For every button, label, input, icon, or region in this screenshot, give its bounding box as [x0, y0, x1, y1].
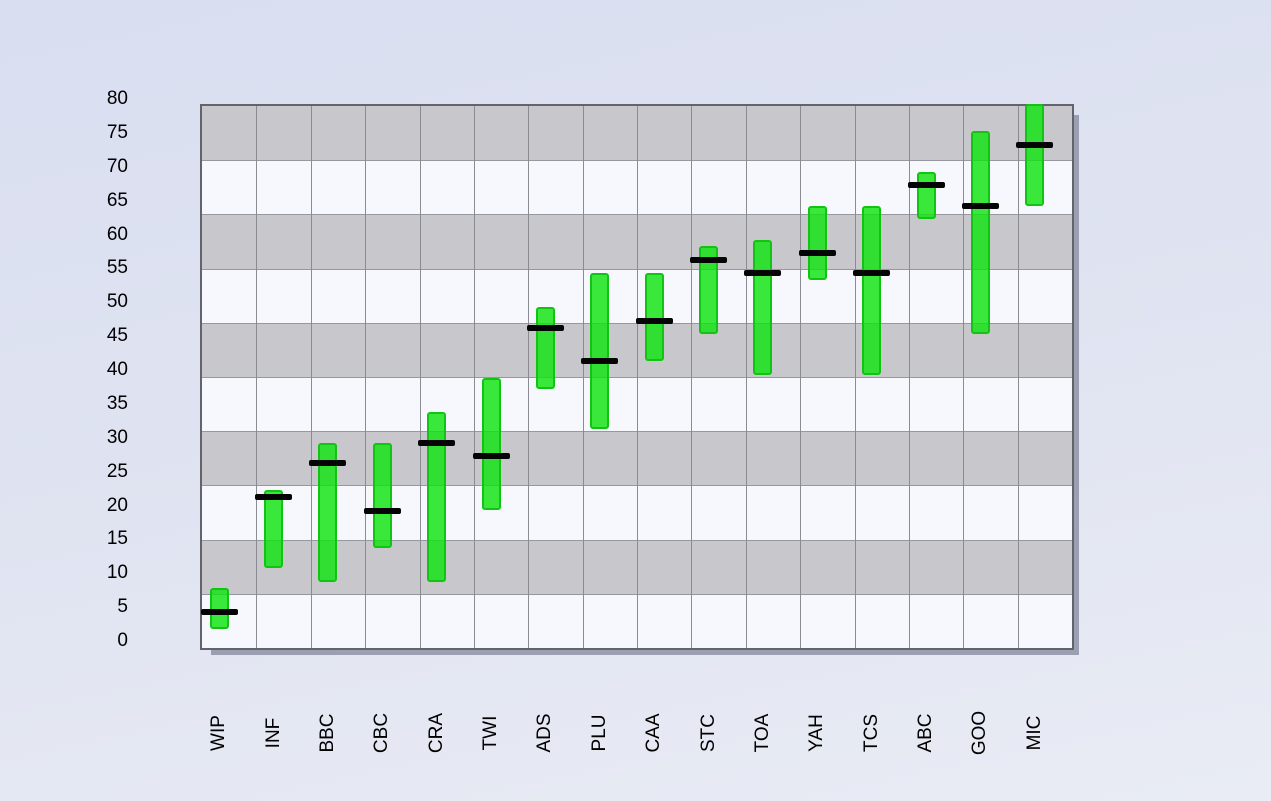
range-bar-cra: [427, 412, 447, 582]
y-axis-tick-label: 60: [106, 223, 128, 245]
y-axis-tick-label: 10: [106, 562, 128, 584]
y-axis-tick-label: 0: [117, 630, 128, 651]
vertical-gridline: [473, 106, 475, 648]
close-marker-inf: [255, 493, 293, 500]
close-marker-wip: [200, 609, 238, 616]
x-axis-category-label: STC: [697, 714, 719, 752]
close-marker-cbc: [363, 507, 401, 514]
vertical-gridline: [908, 106, 910, 648]
range-bar-cbc: [372, 442, 392, 548]
x-axis-category-label: TCS: [860, 714, 882, 752]
close-marker-cra: [418, 439, 456, 446]
y-axis-tick-label: 15: [106, 528, 128, 550]
y-axis-tick-label: 30: [106, 426, 128, 448]
x-axis-category-label: TOA: [751, 713, 773, 753]
close-marker-tcs: [853, 270, 891, 277]
range-bar-plu: [590, 273, 610, 430]
vertical-gridline: [1017, 106, 1019, 648]
vertical-gridline: [528, 106, 530, 648]
x-axis-category-label: CAA: [643, 713, 665, 753]
close-marker-caa: [635, 317, 673, 324]
y-axis-tick-label: 40: [106, 359, 128, 380]
vertical-gridline: [419, 106, 421, 648]
y-axis-tick-label: 70: [106, 155, 128, 177]
y-axis-tick-label: 45: [106, 325, 128, 347]
vertical-gridline: [582, 106, 584, 648]
y-axis-tick-label: 65: [106, 189, 128, 211]
range-bar-bbc: [318, 442, 338, 582]
close-marker-ads: [526, 324, 564, 331]
range-bar-wip: [209, 588, 229, 630]
x-axis-category-label: TWI: [480, 715, 502, 751]
close-marker-toa: [744, 270, 782, 277]
x-axis-category-label: YAH: [806, 714, 828, 752]
close-marker-bbc: [309, 460, 347, 467]
plot-area: [200, 104, 1074, 650]
x-axis-category-label: CRA: [425, 712, 447, 754]
vertical-gridline: [691, 106, 693, 648]
range-bar-tcs: [862, 205, 882, 375]
range-bar-inf: [264, 490, 284, 569]
close-marker-mic: [1016, 141, 1054, 148]
range-bar-mic: [1025, 104, 1045, 206]
vertical-gridline: [854, 106, 856, 648]
range-bar-caa: [644, 273, 664, 362]
y-axis-tick-label: 80: [106, 88, 128, 109]
range-bar-toa: [753, 239, 773, 375]
range-bar-abc: [916, 171, 936, 220]
x-axis-category-label: PLU: [588, 714, 610, 752]
y-axis-tick-label: 75: [106, 121, 128, 143]
close-marker-yah: [798, 250, 836, 257]
y-axis-tick-label: 25: [106, 460, 128, 482]
vertical-gridline: [800, 106, 802, 648]
range-bar-yah: [807, 205, 827, 281]
close-marker-goo: [961, 202, 999, 209]
vertical-gridline: [745, 106, 747, 648]
vertical-gridline: [310, 106, 312, 648]
vertical-gridline: [963, 106, 965, 648]
close-marker-stc: [690, 256, 728, 263]
range-bar-goo: [970, 131, 990, 335]
x-axis-category-label: ABC: [915, 713, 937, 753]
range-bar-stc: [699, 246, 719, 335]
vertical-gridline: [637, 106, 638, 648]
x-axis-category-label: BBC: [316, 713, 338, 753]
x-axis-category-label: INF: [262, 717, 284, 749]
x-axis-category-label: MIC: [1023, 715, 1045, 751]
y-axis-tick-label: 20: [106, 494, 128, 516]
vertical-gridline: [365, 106, 367, 648]
close-marker-abc: [907, 182, 945, 189]
x-axis-category-label: GOO: [969, 710, 991, 756]
y-axis-tick-label: 35: [106, 392, 128, 414]
y-axis-tick-label: 50: [106, 291, 128, 313]
y-axis-tick-label: 55: [106, 257, 128, 279]
y-axis-tick-label: 5: [117, 596, 128, 618]
close-marker-twi: [472, 453, 510, 460]
vertical-gridline: [256, 106, 258, 648]
x-axis-category-label: CBC: [371, 712, 393, 754]
x-axis-category-label: ADS: [534, 713, 556, 753]
close-marker-plu: [581, 358, 619, 365]
range-bar-ads: [535, 307, 555, 389]
x-axis-category-label: WIP: [208, 715, 230, 751]
range-bar-twi: [481, 378, 501, 511]
